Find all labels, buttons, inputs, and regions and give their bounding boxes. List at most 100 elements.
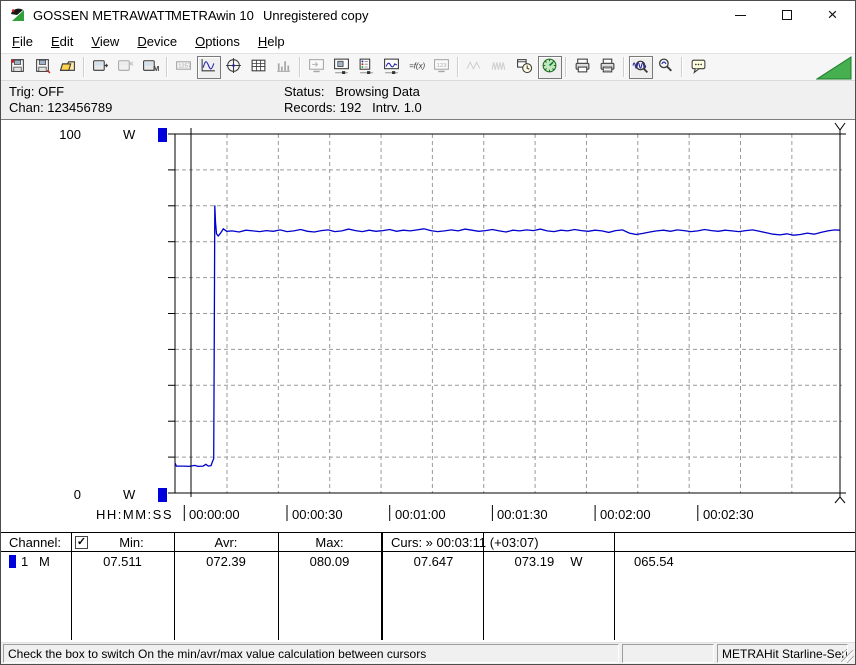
window-title-app: GOSSEN METRAWATT xyxy=(33,8,173,23)
acquisition-status-panel: Trig: OFF Chan: 123456789 Status: Browsi… xyxy=(1,81,855,119)
menu-edit[interactable]: Edit xyxy=(50,33,74,49)
y-axis-unit-top: W xyxy=(123,127,136,142)
channel-marker-top xyxy=(158,128,167,142)
toolbar-channel-config-button[interactable] xyxy=(355,56,379,79)
device-offline-icon xyxy=(117,57,134,77)
toolbar-notes-button[interactable] xyxy=(687,56,711,79)
statusbar-middle-panel xyxy=(622,644,714,663)
column-divider-thick xyxy=(381,533,383,640)
menu-bar: File Edit View Device Options Help xyxy=(1,29,855,53)
close-icon: × xyxy=(827,5,838,24)
svg-text:1257: 1257 xyxy=(178,64,191,70)
toolbar-print-preview-button[interactable] xyxy=(571,56,595,79)
chart-panel: 100 W 0 W HH:MM:SS 00:00:00 00:00:30 00:… xyxy=(1,119,855,532)
minimize-icon xyxy=(735,14,746,16)
value-min: 07.511 xyxy=(103,554,142,569)
statusbar-device: METRAHit Starline-Seri xyxy=(717,644,848,663)
toolbar-read-device-button[interactable] xyxy=(89,56,113,79)
zoom-free-icon xyxy=(657,57,674,77)
toolbar-separator xyxy=(681,57,683,77)
wave-dense-icon xyxy=(491,57,508,77)
toolbar-save-button[interactable] xyxy=(6,56,30,79)
x-tick-label: 00:02:30 xyxy=(703,507,754,522)
scope-view-icon xyxy=(225,57,242,77)
table-view-icon xyxy=(250,57,267,77)
svg-text:M: M xyxy=(153,64,159,73)
toolbar-timer-button[interactable] xyxy=(513,56,537,79)
header-max: Max: xyxy=(315,535,344,550)
toolbar-counter-display-button: 123 xyxy=(430,56,454,79)
header-channel: Channel: xyxy=(9,535,62,550)
channel-flag: M xyxy=(39,554,50,569)
counter-display-icon: 123 xyxy=(433,57,450,77)
x-tick-label: 00:01:30 xyxy=(497,507,548,522)
zoom-time-icon xyxy=(632,57,649,77)
measurement-table: Channel: ✓ Min: Avr: Max: Curs: » 00:03:… xyxy=(1,532,855,642)
toolbar-separator xyxy=(83,57,85,77)
toolbar-corner-triangle-icon xyxy=(816,56,852,80)
cursor-2-top-handle[interactable] xyxy=(834,122,846,131)
read-device-icon xyxy=(92,57,109,77)
toolbar-histogram-view-button xyxy=(272,56,296,79)
menu-help[interactable]: Help xyxy=(257,33,285,49)
title-bar[interactable]: GOSSEN METRAWATT METRAwin 10 Unregistere… xyxy=(1,1,855,29)
maximize-button[interactable] xyxy=(764,1,809,29)
y-axis-min-label: 0 xyxy=(74,487,81,502)
value-avr: 072.39 xyxy=(206,554,246,569)
menu-device[interactable]: Device xyxy=(137,33,178,49)
toolbar-save-as-button[interactable] xyxy=(31,56,55,79)
value-max: 080.09 xyxy=(309,554,350,569)
channel-id: 1 xyxy=(21,554,29,569)
column-divider xyxy=(614,533,615,640)
toolbar-display-config-button[interactable] xyxy=(380,56,404,79)
x-tick-label: 00:00:30 xyxy=(292,507,343,522)
toolbar-formula-button[interactable]: =f(x) xyxy=(405,56,429,79)
histogram-view-icon xyxy=(275,57,292,77)
toolbar-export-button xyxy=(305,56,329,79)
channel-color-marker xyxy=(9,555,16,568)
toolbar-device-memory-button[interactable]: M xyxy=(139,56,163,79)
notes-icon xyxy=(690,57,707,77)
menu-options[interactable]: Options xyxy=(195,33,240,49)
toolbar-separator xyxy=(457,57,459,77)
toolbar-separator xyxy=(299,57,301,77)
toolbar-open-button[interactable] xyxy=(56,56,80,79)
column-divider xyxy=(278,533,279,640)
minimize-button[interactable] xyxy=(718,1,763,29)
records-status: Records: 192 Intrv. 1.0 xyxy=(284,100,422,115)
toolbar: M 1257 =f(x) 123 xyxy=(1,53,855,81)
channel-marker-bottom xyxy=(158,488,167,502)
export-icon xyxy=(308,57,325,77)
toolbar-meter-live-button[interactable] xyxy=(537,55,562,79)
header-min: Min: xyxy=(119,535,144,550)
toolbar-zoom-time-button[interactable] xyxy=(628,55,653,79)
toolbar-device-offline-button xyxy=(114,56,138,79)
toolbar-scope-view-button[interactable] xyxy=(222,56,246,79)
trigger-status: Trig: OFF xyxy=(9,84,65,99)
menu-view[interactable]: View xyxy=(91,33,120,49)
toolbar-chart-view-button[interactable] xyxy=(196,55,221,79)
svg-text:=f(x): =f(x) xyxy=(409,62,425,71)
display-config-icon xyxy=(383,57,400,77)
header-avr: Avr: xyxy=(214,535,238,550)
column-divider xyxy=(483,533,484,640)
browse-status: Status: Browsing Data xyxy=(284,84,420,99)
toolbar-separator xyxy=(623,57,625,77)
toolbar-zoom-free-button[interactable] xyxy=(654,56,678,79)
toolbar-table-view-button[interactable] xyxy=(247,56,271,79)
toolbar-store-config-button[interactable] xyxy=(330,56,354,79)
power-trace xyxy=(174,205,840,468)
close-button[interactable]: × xyxy=(810,1,855,29)
resize-grip[interactable] xyxy=(841,650,854,663)
device-memory-icon: M xyxy=(142,57,159,77)
x-tick-label: 00:01:00 xyxy=(395,507,446,522)
min-avr-max-checkbox[interactable]: ✓ xyxy=(75,536,88,549)
timer-icon xyxy=(516,57,533,77)
cursor-2-bottom-handle[interactable] xyxy=(834,496,846,504)
window-title-doc: METRAwin 10 xyxy=(171,8,254,23)
open-icon xyxy=(59,57,76,77)
menu-file[interactable]: File xyxy=(12,33,33,49)
toolbar-print-button[interactable] xyxy=(596,56,620,79)
chart-view-icon xyxy=(200,57,217,77)
